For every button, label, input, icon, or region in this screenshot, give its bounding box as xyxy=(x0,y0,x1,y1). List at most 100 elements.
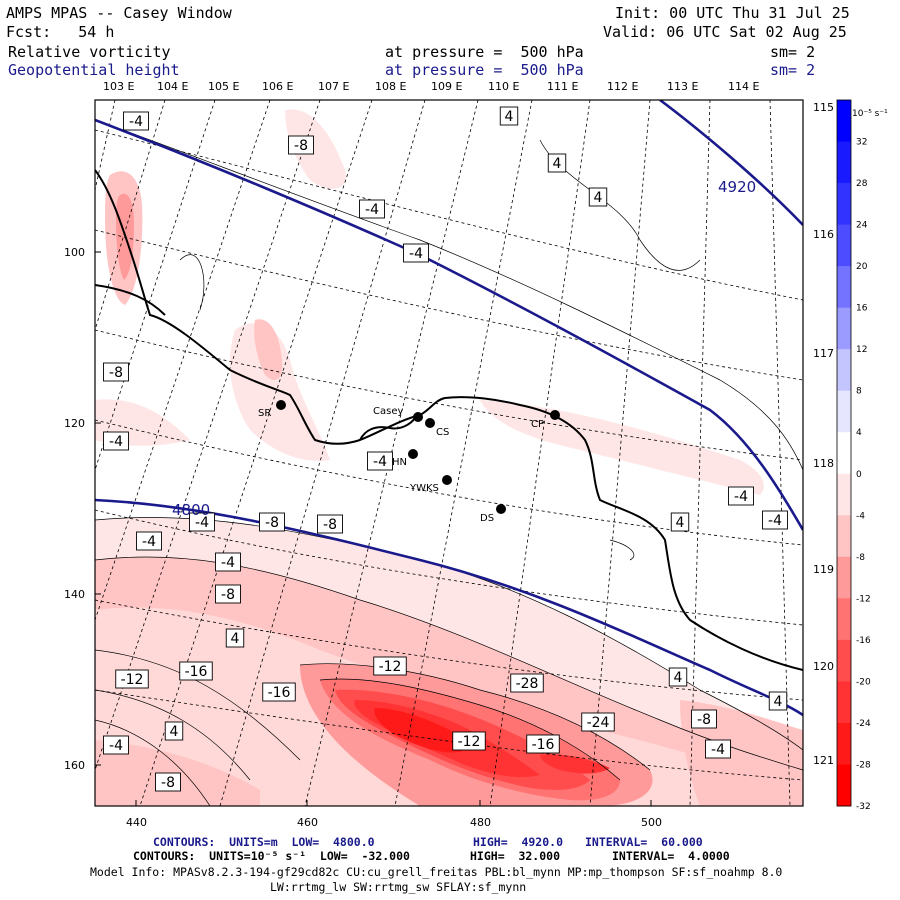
svg-text:-4: -4 xyxy=(734,489,748,505)
x-tick-label: 440 xyxy=(126,816,147,829)
contour-label: -16 xyxy=(262,682,296,702)
lon-label: 104 E xyxy=(157,80,188,93)
svg-text:4: 4 xyxy=(170,724,179,740)
colorbar-tick-label: 32 xyxy=(856,138,867,148)
map-frame xyxy=(94,99,804,807)
colorbar-tick-label: -16 xyxy=(856,636,871,646)
field1-name: Relative vorticity xyxy=(8,43,171,61)
left-axis-labels: 100 120 140 160 xyxy=(64,246,101,772)
vorticity-contour-interval: INTERVAL= 4.0000 xyxy=(612,849,730,863)
colorbar-swatch xyxy=(837,639,851,682)
station-marker-cp[interactable] xyxy=(550,410,560,420)
contour-label: -4 xyxy=(367,451,393,471)
contour-label: 4 xyxy=(499,106,519,126)
contour-label: 4 xyxy=(668,667,688,687)
colorbar-tick-label: 0 xyxy=(856,470,862,480)
svg-text:-8: -8 xyxy=(161,775,175,791)
colorbar: 32 28 24 20 16 12 8 4 0 -4 -8 -12 -16 -20 -24 -28 -32 xyxy=(836,99,871,812)
svg-text:-4: -4 xyxy=(109,434,123,450)
svg-text:4: 4 xyxy=(774,694,783,710)
lon-label: 110 E xyxy=(488,80,519,93)
colorbar-swatch xyxy=(837,473,851,516)
svg-text:-4: -4 xyxy=(195,515,209,531)
field2-level: at pressure = 500 hPa xyxy=(385,61,584,79)
model-info-physics: LW:rrtmg_lw SW:rrtmg_sw SFLAY:sf_mynn xyxy=(270,880,527,894)
station-marker-sr[interactable] xyxy=(276,400,286,410)
station-label-cp: CP xyxy=(531,419,544,430)
x-tick-label: 500 xyxy=(641,816,662,829)
lon-label: 113 E xyxy=(667,80,698,93)
contour-label: -4 xyxy=(403,243,429,263)
colorbar-tick-label: 24 xyxy=(856,221,868,231)
svg-text:-4: -4 xyxy=(221,555,235,571)
colorbar-tick-label: 8 xyxy=(856,387,862,397)
svg-text:-28: -28 xyxy=(516,676,539,692)
station-marker-casey[interactable] xyxy=(413,412,423,422)
contour-label: -8 xyxy=(259,512,285,532)
contour-label: -4 xyxy=(359,199,385,219)
svg-text:4: 4 xyxy=(676,515,685,531)
station-label-ywks: YWKS xyxy=(409,483,439,494)
station-marker-cs[interactable] xyxy=(425,418,435,428)
lon-label: 107 E xyxy=(318,80,349,93)
colorbar-swatch xyxy=(837,432,851,475)
contour-label: -8 xyxy=(691,709,717,729)
svg-text:-12: -12 xyxy=(121,672,144,688)
field2-name: Geopotential height xyxy=(8,61,180,79)
colorbar-swatch xyxy=(837,224,851,267)
contour-label: -16 xyxy=(526,734,560,754)
map-title: AMPS MPAS -- Casey Window xyxy=(6,4,232,22)
svg-text:-4: -4 xyxy=(142,534,156,550)
lon-label: 106 E xyxy=(262,80,293,93)
vorticity-contour-high: HIGH= 32.000 xyxy=(470,849,561,863)
height-contours xyxy=(95,100,803,717)
colorbar-tick-label: 28 xyxy=(856,179,868,189)
forecast-hour: Fcst: 54 h xyxy=(6,23,115,41)
bottom-axis-labels: 440 460 480 500 xyxy=(126,800,662,829)
svg-text:-16: -16 xyxy=(532,737,555,753)
height-contour-interval: INTERVAL= 60.000 xyxy=(585,835,703,849)
svg-text:4: 4 xyxy=(231,631,240,647)
height-contour-high: HIGH= 4920.0 xyxy=(473,835,564,849)
svg-text:-4: -4 xyxy=(365,202,379,218)
colorbar-swatch xyxy=(837,266,851,309)
contour-label: 4 xyxy=(164,721,184,741)
contour-label: -12 xyxy=(115,669,149,689)
vorticity-labels: -4-84-4-444-8-4-4-4-4-4 -8 -8-4-4-844-12 -1… xyxy=(103,106,788,792)
contour-label: -12 xyxy=(452,731,486,751)
svg-text:-8: -8 xyxy=(294,138,308,154)
colorbar-swatch xyxy=(837,349,851,392)
contour-label: -4 xyxy=(728,486,754,506)
station-marker-ds[interactable] xyxy=(496,504,506,514)
contour-label: -4 xyxy=(189,512,215,532)
contour-label: -12 xyxy=(373,656,407,676)
contour-label: -4 xyxy=(762,510,788,530)
svg-text:4: 4 xyxy=(553,156,562,172)
station-label-hn: HN xyxy=(392,457,407,468)
svg-text:-4: -4 xyxy=(711,742,725,758)
contour-label: -4 xyxy=(136,531,162,551)
colorbar-tick-label: -20 xyxy=(856,677,871,687)
station-marker-ywks[interactable] xyxy=(442,475,452,485)
svg-text:-4: -4 xyxy=(109,738,123,754)
svg-text:4: 4 xyxy=(594,190,603,206)
colorbar-tick-label: -4 xyxy=(856,511,865,521)
station-marker-hn[interactable] xyxy=(408,449,418,459)
contour-label: -4 xyxy=(103,735,129,755)
stations: SR Casey CS CP HN YWKS DS xyxy=(258,400,560,524)
colorbar-tick-label: 16 xyxy=(856,304,868,314)
contour-label: 4 xyxy=(547,153,567,173)
colorbar-unit: 10⁻⁵ s⁻¹ xyxy=(852,109,888,119)
colorbar-tick-label: 4 xyxy=(856,428,862,438)
svg-text:-8: -8 xyxy=(697,712,711,728)
svg-text:-4: -4 xyxy=(768,513,782,529)
svg-text:-8: -8 xyxy=(323,517,337,533)
y-tick-label: 160 xyxy=(64,759,85,772)
lon-label: 105 E xyxy=(208,80,239,93)
svg-text:-8: -8 xyxy=(109,365,123,381)
lat-lon-grid xyxy=(95,100,803,806)
vorticity-contour-info: CONTOURS: UNITS=10⁻⁵ s⁻¹ LOW= -32.000 xyxy=(133,849,410,863)
svg-text:-16: -16 xyxy=(185,664,208,680)
contour-label: -4 xyxy=(123,111,149,131)
